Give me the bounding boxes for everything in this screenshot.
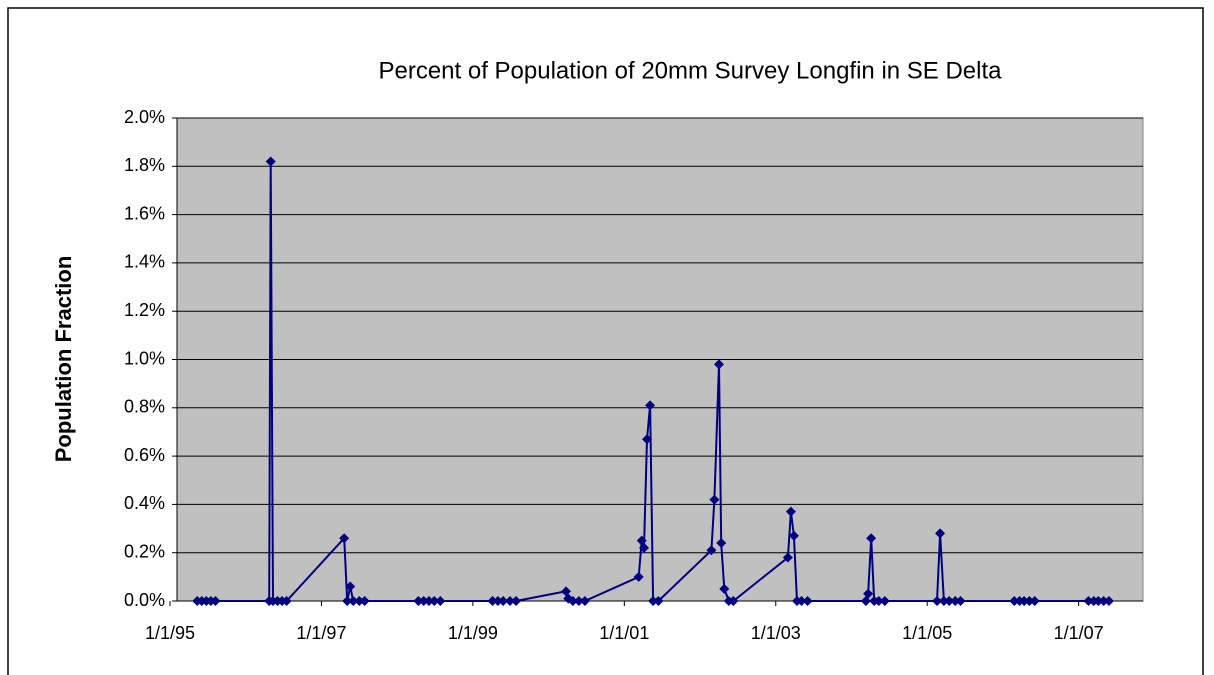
x-tick-label: 1/1/95 xyxy=(145,623,195,643)
data-point xyxy=(802,596,813,606)
x-tick-label: 1/1/97 xyxy=(296,623,346,643)
y-tick-label: 0.2% xyxy=(124,541,165,561)
data-point xyxy=(706,545,717,556)
data-point xyxy=(863,588,874,599)
data-point xyxy=(873,596,884,606)
data-point xyxy=(498,596,509,606)
data-point xyxy=(653,596,664,606)
data-point xyxy=(709,494,720,505)
data-point xyxy=(435,596,446,606)
data-point xyxy=(728,596,739,606)
y-tick-label: 0.8% xyxy=(124,397,165,417)
data-point xyxy=(567,596,578,606)
data-point xyxy=(418,596,429,606)
data-point xyxy=(785,506,796,517)
data-point xyxy=(423,596,434,606)
data-point xyxy=(1083,596,1094,606)
data-point xyxy=(511,596,522,606)
x-tick-label: 1/1/01 xyxy=(599,623,649,643)
y-tick-label: 0.4% xyxy=(124,493,165,513)
data-point xyxy=(879,596,890,606)
y-tick-label: 2.0% xyxy=(124,107,165,127)
data-point xyxy=(359,596,370,606)
data-point xyxy=(866,533,877,544)
data-point xyxy=(265,156,276,167)
data-point xyxy=(487,596,498,606)
data-point xyxy=(339,533,350,544)
data-point xyxy=(1009,596,1020,606)
data-point xyxy=(413,596,424,606)
data-point xyxy=(642,434,653,445)
data-point xyxy=(1103,596,1114,606)
data-point xyxy=(950,596,961,606)
data-point xyxy=(713,359,724,370)
x-tick-label: 1/1/99 xyxy=(448,623,498,643)
data-point xyxy=(210,596,221,606)
data-point xyxy=(719,583,730,594)
y-axis-label: Population Fraction xyxy=(51,256,76,463)
data-point xyxy=(1019,596,1030,606)
y-tick-label: 1.2% xyxy=(124,300,165,320)
y-tick-label: 1.4% xyxy=(124,252,165,272)
data-point xyxy=(504,596,515,606)
y-tick-label: 1.8% xyxy=(124,155,165,175)
x-tick-label: 1/1/03 xyxy=(751,623,801,643)
data-point xyxy=(492,596,503,606)
data-point xyxy=(1024,596,1035,606)
data-point xyxy=(342,596,353,606)
data-point xyxy=(345,581,356,592)
data-point xyxy=(348,596,359,606)
data-point xyxy=(429,596,440,606)
data-point xyxy=(932,596,943,606)
data-point xyxy=(935,528,946,539)
x-tick-label: 1/1/07 xyxy=(1054,623,1104,643)
y-tick-label: 0.6% xyxy=(124,445,165,465)
data-point xyxy=(579,596,590,606)
data-point xyxy=(788,530,799,541)
data-point xyxy=(938,596,949,606)
data-point xyxy=(1093,596,1104,606)
data-point xyxy=(354,596,365,606)
data-point xyxy=(648,596,659,606)
data-point xyxy=(782,552,793,563)
data-point xyxy=(716,538,727,549)
y-tick-label: 0.0% xyxy=(124,590,165,610)
data-point xyxy=(281,596,292,606)
data-point xyxy=(944,596,955,606)
y-tick-label: 1.0% xyxy=(124,348,165,368)
chart-title: Percent of Population of 20mm Survey Lon… xyxy=(378,57,1002,84)
data-point xyxy=(633,571,644,582)
data-point xyxy=(955,596,966,606)
data-point xyxy=(796,596,807,606)
data-point xyxy=(645,400,656,411)
y-tick-label: 1.6% xyxy=(124,203,165,223)
data-point xyxy=(1029,596,1040,606)
data-point xyxy=(639,542,650,553)
data-point xyxy=(1098,596,1109,606)
x-tick-label: 1/1/05 xyxy=(902,623,952,643)
data-point xyxy=(573,596,584,606)
